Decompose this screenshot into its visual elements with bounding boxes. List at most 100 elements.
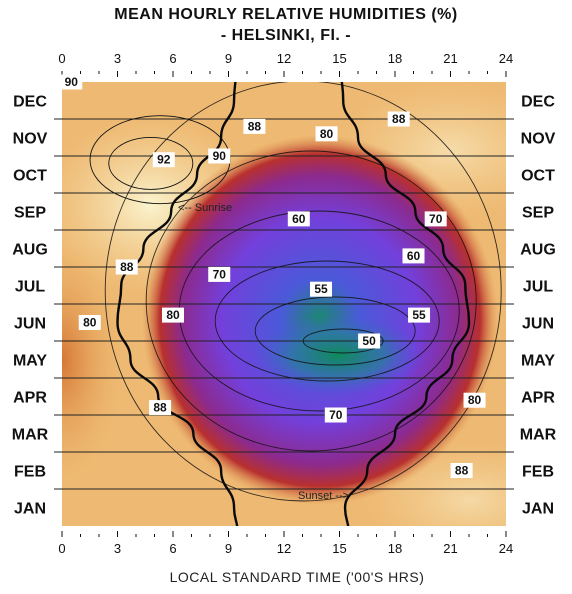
lowest-humidity-core — [253, 315, 423, 395]
contour-label: 80 — [320, 127, 334, 141]
x-tick-label-bottom: 24 — [499, 541, 513, 556]
contour-label: 60 — [407, 249, 421, 263]
contour-label-background — [310, 281, 332, 297]
month-label-right: MAR — [520, 427, 557, 444]
month-grid — [54, 118, 514, 490]
contour-label-background — [315, 126, 338, 142]
contour-label-background — [60, 74, 83, 90]
contour-label: 88 — [120, 260, 134, 274]
chart-subtitle: - HELSINKI, FI. - — [221, 27, 351, 44]
contour-label: 70 — [213, 267, 227, 281]
month-labels: JAN JAN FEB FEB MAR MAR APR APR MAY MAY JUN JUN JUL J… — [12, 94, 557, 518]
contour-label: 88 — [392, 112, 406, 126]
contour-label: 55 — [412, 308, 426, 322]
contour-label: 80 — [166, 308, 180, 322]
contour-label-background — [408, 307, 431, 323]
month-label-right: JAN — [522, 501, 554, 518]
month-label-right: SEP — [522, 205, 554, 222]
contour-label-background — [243, 118, 266, 134]
month-label-right: APR — [521, 390, 555, 407]
x-tick-label-bottom: 15 — [332, 541, 346, 556]
contour-line — [302, 328, 384, 354]
month-label-right: JUN — [522, 316, 554, 333]
contour-label-background — [324, 407, 347, 423]
contour-line — [108, 136, 194, 190]
x-tick-label-top: 21 — [443, 51, 457, 66]
x-tick-label-bottom: 18 — [388, 541, 402, 556]
contour-line — [104, 82, 502, 502]
month-label-left: JUN — [14, 316, 46, 333]
contour-label: 90 — [213, 149, 227, 163]
month-label-right: NOV — [521, 131, 556, 148]
contour-label-background — [463, 392, 486, 408]
contour-label-background — [208, 266, 231, 282]
month-label-right: MAY — [521, 353, 555, 370]
contour-labels: 90 88 88 80 92 90 60 70 60 88 70 55 80 80 55 50 88 80 70 88 — [60, 74, 486, 478]
sunset-annotation: Sunset --> — [298, 490, 349, 502]
month-label-left: JUL — [15, 279, 45, 296]
contour-label-background — [450, 463, 473, 478]
contour-label: 88 — [153, 401, 167, 415]
contour-line — [254, 296, 416, 366]
x-tick-label-top: 18 — [388, 51, 402, 66]
contour-label: 70 — [429, 212, 443, 226]
x-tick-label-bottom: 6 — [169, 541, 176, 556]
contour-label-background — [387, 111, 410, 127]
contour-label-background — [149, 400, 172, 416]
sunset-line — [340, 82, 471, 526]
month-label-left: NOV — [13, 131, 48, 148]
x-tick-label-bottom: 21 — [443, 541, 457, 556]
contour-label-background — [287, 211, 310, 227]
x-tick-label-top: 12 — [277, 51, 291, 66]
x-tick-label-top: 6 — [169, 51, 176, 66]
month-label-left: AUG — [12, 242, 48, 259]
contour-line — [214, 260, 440, 382]
x-tick-label-bottom: 3 — [114, 541, 121, 556]
x-tick-label-top: 24 — [499, 51, 513, 66]
month-label-left: MAY — [13, 353, 47, 370]
month-label-left: DEC — [13, 94, 47, 111]
contour-label: 88 — [248, 119, 262, 133]
contour-label: 90 — [65, 75, 79, 89]
contour-label-background — [208, 148, 231, 164]
x-tick-label-bottom: 0 — [58, 541, 65, 556]
month-label-right: JUL — [523, 279, 553, 296]
month-label-left: OCT — [13, 168, 47, 185]
sunrise-line — [116, 82, 239, 526]
x-tick-label-bottom: 9 — [225, 541, 232, 556]
x-tick-label-bottom: 12 — [277, 541, 291, 556]
contour-label-background — [115, 259, 138, 275]
chart-title: MEAN HOURLY RELATIVE HUMIDITIES (%) — [114, 6, 457, 23]
x-tick-label-top: 9 — [225, 51, 232, 66]
axis-ticks: 0 0 3 3 6 6 9 9 12 12 15 15 18 18 21 21 24 24 — [58, 51, 513, 556]
month-label-left: JAN — [14, 501, 46, 518]
x-tick-label-top: 0 — [58, 51, 65, 66]
contour-label-background — [162, 307, 184, 323]
month-label-right: DEC — [521, 94, 555, 111]
contour-label: 80 — [83, 316, 97, 330]
sunrise-annotation: <-- Sunrise — [178, 202, 232, 214]
contour-label-background — [358, 333, 381, 349]
month-label-left: MAR — [12, 427, 49, 444]
x-axis-label: LOCAL STANDARD TIME ('00'S HRS) — [170, 569, 425, 585]
month-label-right: FEB — [522, 464, 554, 481]
contour-line — [145, 150, 477, 452]
month-label-left: SEP — [14, 205, 46, 222]
contour-label: 80 — [468, 393, 482, 407]
contour-label-background — [78, 315, 101, 330]
contour-label: 55 — [314, 282, 328, 296]
month-label-left: FEB — [14, 464, 46, 481]
month-label-right: AUG — [520, 242, 556, 259]
contour-label: 70 — [329, 408, 343, 422]
x-tick-label-top: 15 — [332, 51, 346, 66]
contour-label-background — [424, 211, 447, 227]
contour-label-background — [402, 248, 425, 264]
month-label-left: APR — [13, 390, 47, 407]
contour-label: 92 — [157, 153, 171, 167]
contour-label: 60 — [292, 212, 306, 226]
orange-region-left — [62, 240, 122, 480]
contour-label: 50 — [362, 334, 376, 348]
sun-lines — [116, 82, 471, 526]
x-tick-label-top: 3 — [114, 51, 121, 66]
